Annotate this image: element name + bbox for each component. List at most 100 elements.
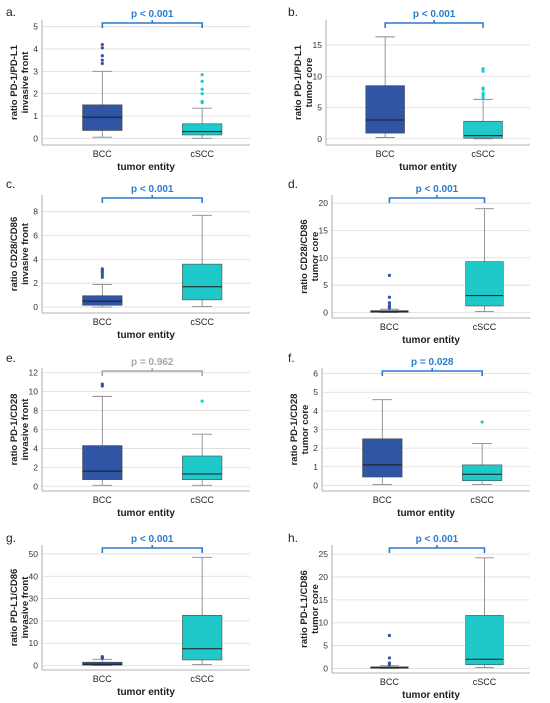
significance-bracket [388,197,486,203]
outlier-point [387,661,392,665]
y-tick-label: 6 [33,231,38,241]
outlier-point [100,275,104,279]
box-cscc [465,615,504,666]
outlier-point [100,54,104,58]
y-axis-title: tumor core [310,584,321,634]
y-tick-label: 50 [29,549,39,559]
outlier-point [387,656,392,660]
y-tick-label: 4 [33,44,38,54]
y-axis-title: ratio CD28/CD86 [299,219,310,293]
outlier-point [481,91,485,95]
y-tick-label: 10 [319,618,329,628]
box-cscc [462,464,503,482]
y-tick-label: 6 [33,425,38,435]
y-tick-label: 2 [33,89,38,99]
y-tick-label: 2 [33,462,38,472]
y-tick-label: 3 [313,425,318,435]
outlier-point [100,655,104,659]
x-tick-label: BCC [93,149,113,159]
y-tick-label: 12 [29,368,39,378]
p-value-label: p < 0.001 [131,534,174,545]
x-axis-title: tumor entity [399,162,457,173]
outlier-point [481,95,485,100]
panel-d: d. 0 5 10 15 20 BCC cSCC tumor entity ratio CD28/… [288,177,530,346]
x-tick-label: cSCC [190,674,214,684]
panel-g: g. 0 10 20 30 40 50 BCC cSCC tumor entity ratio PD… [6,531,250,698]
y-tick-label: 2 [33,278,38,288]
y-tick-label: 0 [33,302,38,312]
panel-letter: b. [288,5,298,19]
box-cscc [463,120,503,139]
panel-h: h. 0 5 10 15 20 25 BCC cSCC tumor entity ratio PD-… [288,531,530,701]
p-value-label: p < 0.001 [416,534,459,545]
y-tick-label: 0 [323,663,328,673]
y-tick-label: 10 [29,638,39,648]
y-tick-label: 10 [313,71,323,81]
panel-letter: a. [6,5,16,19]
x-axis-title: tumor entity [397,508,455,519]
box-bcc [82,104,123,131]
x-axis-title: tumor entity [402,690,460,701]
outlier-point [100,46,104,50]
outlier-point [200,99,204,104]
panel-letter: c. [6,177,15,191]
outlier-point [480,420,484,424]
x-axis-title: tumor entity [117,687,175,698]
y-tick-label: 0 [317,134,322,144]
y-tick-label: 5 [317,103,322,113]
y-tick-label: 4 [313,406,318,416]
x-tick-label: cSCC [470,495,494,505]
x-axis-title: tumor entity [117,508,175,519]
y-axis-title: tumor core [300,405,311,455]
outlier-point [100,382,104,386]
x-tick-label: BCC [93,317,113,327]
outlier-point [200,399,204,403]
significance-bracket [388,547,486,553]
outlier-point [100,267,104,271]
box-cscc [182,263,223,301]
y-tick-label: 10 [29,387,39,397]
y-tick-label: 6 [313,369,318,379]
y-tick-label: 0 [33,661,38,671]
x-tick-label: BCC [380,677,400,687]
y-tick-label: 1 [33,111,38,121]
y-axis-title: ratio PD-1/PD-L1 [293,44,304,120]
outlier-point [100,61,104,66]
outlier-point [200,92,204,96]
y-axis-title: invasive front [20,222,31,285]
y-tick-label: 0 [313,480,318,490]
panel-e: e. 0 2 4 6 8 10 12 BCC cSCC tumor entity ratio PD-1… [6,351,250,519]
y-tick-label: 20 [319,572,329,582]
panel-b: b. 0 5 10 15 BCC cSCC tumor entity ratio PD-1/PD… [288,5,530,173]
x-tick-label: BCC [376,149,396,159]
x-tick-label: cSCC [190,495,214,505]
x-tick-label: BCC [380,322,400,332]
box-bcc [82,295,123,306]
x-tick-label: cSCC [473,677,497,687]
outlier-point [200,87,204,91]
significance-bracket [101,197,203,203]
box-cscc [182,455,223,480]
y-tick-label: 15 [313,40,323,50]
y-tick-label: 15 [319,226,329,236]
y-tick-label: 8 [33,406,38,416]
y-tick-label: 8 [33,207,38,217]
outlier-point [200,79,204,83]
p-value-label: p < 0.001 [416,184,459,195]
box-bcc [82,661,123,666]
y-axis-title: ratio PD-L1/CD86 [299,570,310,648]
y-tick-label: 15 [319,595,329,605]
p-value-label: p = 0.962 [131,357,174,368]
y-tick-label: 30 [29,594,39,604]
x-tick-label: BCC [93,674,113,684]
panel-letter: f. [288,351,295,365]
y-axis-title: invasive front [20,398,31,461]
p-value-label: p < 0.001 [131,9,174,20]
outlier-point [100,273,104,277]
box-cscc [182,615,223,661]
box-bcc [362,438,403,478]
y-axis-title: ratio PD-L1/CD86 [9,569,20,647]
box-cscc [182,123,223,136]
outlier-point [481,69,485,73]
y-tick-label: 0 [33,481,38,491]
